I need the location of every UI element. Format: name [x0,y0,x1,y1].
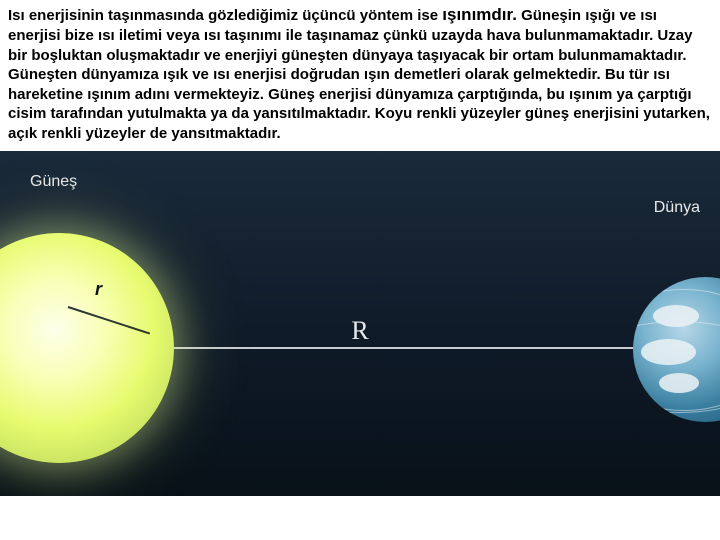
paragraph-post: Güneşin ışığı ve ısı enerjisi bize ısı i… [8,7,710,142]
description-paragraph: Isı enerjisinin taşınmasında gözlediğimi… [0,0,720,151]
sun-earth-diagram: Güneş Dünya R r [0,151,720,496]
distance-label: R [351,316,368,346]
paragraph-emphasis: ışınımdır. [442,5,517,24]
paragraph-pre: Isı enerjisinin taşınmasında gözlediğimi… [8,7,442,24]
earth-icon [633,277,720,422]
earth-cloud-icon [659,373,699,393]
sun-label: Güneş [30,173,77,191]
sun-radius-label: r [95,279,102,300]
earth-cloud-icon [653,305,699,327]
sun-icon [0,233,174,463]
earth-cloud-icon [641,339,696,365]
earth-label: Dünya [654,199,700,217]
